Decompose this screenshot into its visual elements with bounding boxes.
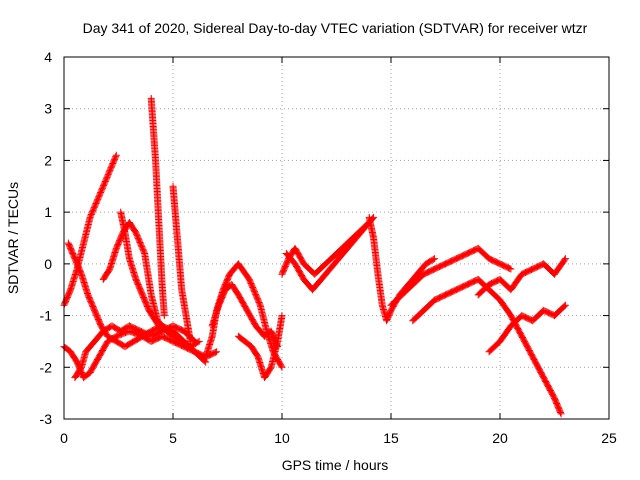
- series-track-16: [409, 275, 565, 418]
- series-track-5: [99, 218, 203, 351]
- data-point: [211, 348, 219, 356]
- data-point: [278, 312, 286, 320]
- x-tick-label: 0: [60, 430, 68, 446]
- y-tick-label: 3: [44, 101, 52, 117]
- x-tick-label: 5: [169, 430, 177, 446]
- data-point: [213, 348, 221, 356]
- data-markers: [60, 94, 569, 418]
- data-point: [560, 302, 568, 310]
- data-point: [160, 312, 168, 320]
- data-point: [557, 410, 565, 418]
- series-track-2: [60, 151, 120, 309]
- plot-frame: [63, 56, 610, 420]
- series-track-7: [147, 94, 168, 320]
- data-point: [561, 301, 569, 309]
- data-point: [112, 151, 120, 159]
- data-point: [561, 255, 569, 263]
- series-track-17: [474, 255, 569, 299]
- data-point: [277, 362, 285, 370]
- data-point: [158, 327, 166, 335]
- y-tick-label: 0: [44, 256, 52, 272]
- y-tick-label: -3: [40, 411, 53, 427]
- data-point: [112, 153, 120, 161]
- y-axis-label: SDTVAR / TECUs: [5, 182, 21, 294]
- x-tick-label: 20: [492, 430, 508, 446]
- grid-lines: [64, 57, 609, 419]
- series-track-13: [282, 213, 378, 294]
- y-tick-label: -1: [40, 308, 53, 324]
- series-track-12: [278, 218, 373, 278]
- data-point: [506, 264, 514, 272]
- series-track-18: [485, 301, 569, 356]
- x-tick-label: 25: [601, 430, 617, 446]
- data-point: [278, 363, 286, 371]
- y-tick-label: 2: [44, 152, 52, 168]
- x-tick-label: 15: [383, 430, 399, 446]
- series-track-11: [234, 312, 286, 382]
- axis-ticks: [63, 56, 610, 420]
- y-tick-label: 1: [44, 204, 52, 220]
- data-point: [195, 337, 203, 345]
- y-tick-label: 4: [44, 49, 52, 65]
- data-point: [431, 255, 439, 263]
- series-track-15: [387, 244, 515, 309]
- data-point: [429, 255, 437, 263]
- x-axis-label: GPS time / hours: [282, 457, 389, 473]
- data-point: [157, 326, 165, 334]
- chart-title: Day 341 of 2020, Sidereal Day-to-day VTE…: [83, 20, 588, 36]
- data-point: [186, 337, 194, 345]
- data-point: [561, 256, 569, 264]
- tick-labels: 0 5 10 15 20 25 -3 -2 -1 0 1 2 3 4: [40, 49, 617, 446]
- data-point: [194, 338, 202, 346]
- data-point: [556, 409, 564, 417]
- series-track-8: [169, 182, 194, 345]
- series-track-6: [117, 208, 166, 335]
- x-tick-label: 10: [274, 430, 290, 446]
- y-tick-label: -2: [40, 359, 53, 375]
- data-point: [140, 248, 148, 256]
- data-point: [507, 265, 515, 273]
- data-point: [201, 357, 209, 365]
